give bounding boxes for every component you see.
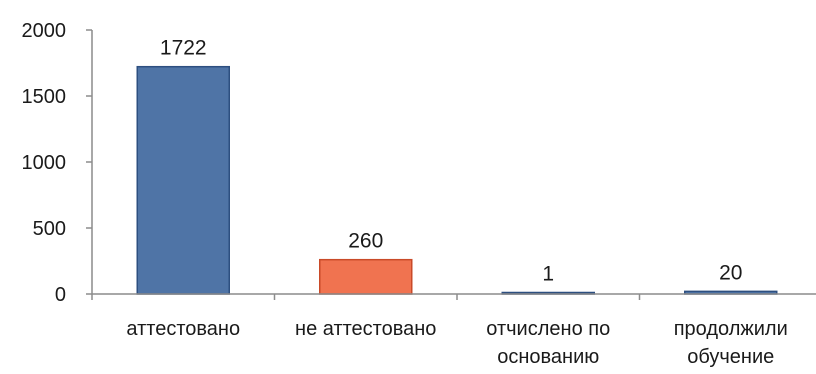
data-label: 260 xyxy=(348,230,383,253)
category-label: отчислено по xyxy=(486,318,610,340)
data-label: 1722 xyxy=(160,37,207,60)
category-label: основанию xyxy=(497,346,599,368)
data-label: 20 xyxy=(719,261,742,284)
data-label: 1 xyxy=(542,263,554,286)
y-tick-label: 500 xyxy=(33,218,66,240)
bars: 1722 260 1 20 xyxy=(136,37,778,295)
bar xyxy=(136,65,230,295)
y-tick-label: 1000 xyxy=(22,152,67,174)
category-label: обучение xyxy=(687,346,774,368)
y-tick-label: 1500 xyxy=(22,86,67,108)
category-label: аттестовано xyxy=(126,318,240,340)
bar xyxy=(319,258,413,295)
y-tick-label: 0 xyxy=(55,284,66,306)
y-tick-label: 2000 xyxy=(22,20,67,42)
y-axis: 0 500 1000 1500 2000 xyxy=(22,20,93,306)
x-axis: аттестовано не аттестовано отчислено по осн… xyxy=(91,293,816,368)
category-label: не аттестовано xyxy=(295,318,436,340)
category-label: продолжили xyxy=(674,318,788,340)
